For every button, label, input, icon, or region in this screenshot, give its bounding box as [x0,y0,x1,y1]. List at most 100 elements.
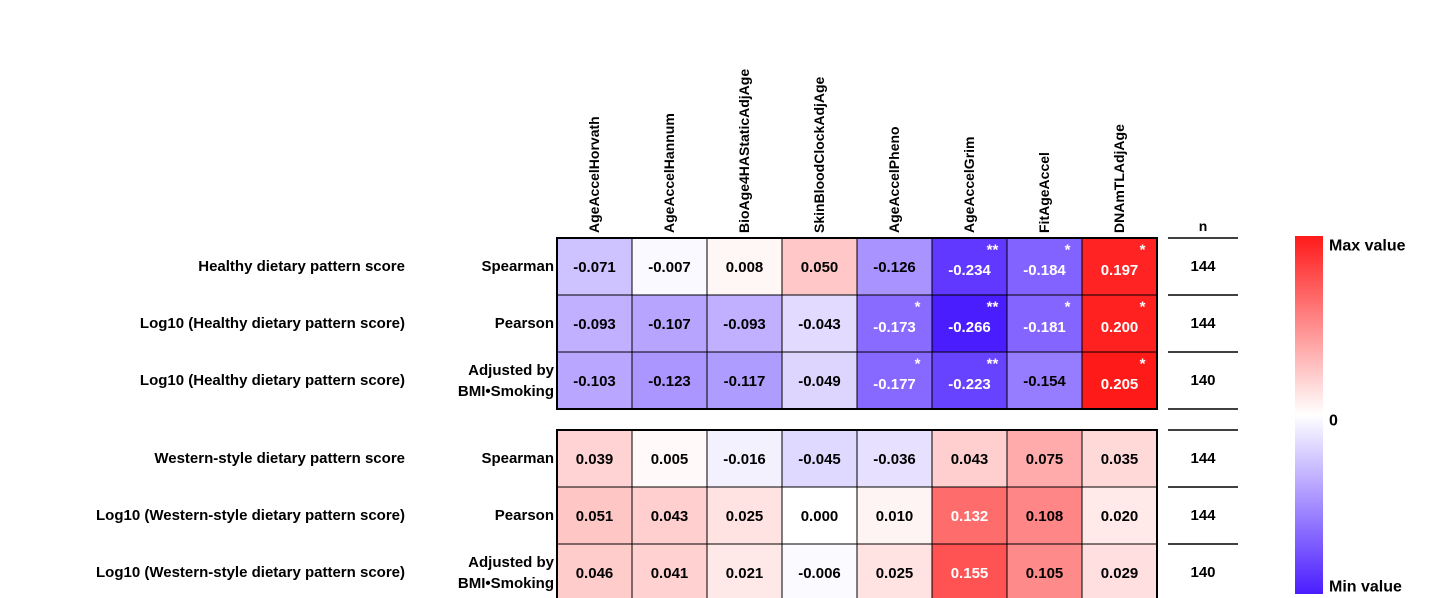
cell-value: 0.205 [1101,376,1139,393]
heatmap-cell [856,429,933,488]
cell-value: 0.105 [1026,565,1064,582]
cell-value: -0.049 [798,373,841,390]
heatmap-cell [781,294,858,353]
column-label: AgeAccelPheno [886,126,902,233]
n-value: 144 [1190,315,1216,332]
row-label: Log10 (Healthy dietary pattern score) [140,372,405,389]
cell-value: 0.010 [876,508,914,525]
cell-value: 0.050 [801,259,839,276]
n-value: 140 [1190,564,1215,581]
cell-value: -0.181 [1023,319,1066,336]
heatmap-cell [781,543,858,598]
heatmap-cell [631,237,708,296]
cell-value: 0.051 [576,508,614,525]
cell-value: 0.046 [576,565,614,582]
heatmap-cell [1081,543,1158,598]
column-label: AgeAccelGrim [961,137,977,233]
heatmap-cell [631,294,708,353]
group-border [556,237,1158,410]
row-label: Western-style dietary pattern score [154,450,405,467]
significance-stars: ** [987,356,999,373]
heatmap-cell [706,486,783,545]
cell-value: -0.071 [573,259,616,276]
heatmap-cell [556,237,633,296]
cell-value: 0.008 [726,259,764,276]
heatmap-cell [631,486,708,545]
heatmap-cell [631,543,708,598]
cell-value: 0.039 [576,451,614,468]
heatmap-cell [1006,351,1083,410]
significance-stars: * [1065,242,1071,259]
significance-stars: * [915,356,921,373]
row-label: Healthy dietary pattern score [198,258,405,275]
method-label: BMI•Smoking [458,383,554,400]
significance-stars: * [915,299,921,316]
row-label: Log10 (Healthy dietary pattern score) [140,315,405,332]
heatmap-cell [781,486,858,545]
cell-value: -0.016 [723,451,766,468]
column-label: SkinBloodClockAdjAge [811,76,827,233]
heatmap-cell [631,351,708,410]
legend-mid-label: 0 [1329,413,1338,430]
n-header: n [1199,218,1208,234]
cell-value: -0.093 [573,316,616,333]
cell-value: 0.108 [1026,508,1064,525]
column-label: AgeAccelHannum [661,113,677,233]
cell-value: -0.045 [798,451,841,468]
method-label: Pearson [495,315,554,332]
cell-value: -0.234 [948,262,991,279]
heatmap-cell [856,486,933,545]
cell-value: -0.006 [798,565,841,582]
n-value: 144 [1190,450,1216,467]
heatmap-cell [781,429,858,488]
cell-value: -0.123 [648,373,691,390]
significance-stars: * [1065,299,1071,316]
heatmap-cell [781,237,858,296]
cell-value: -0.043 [798,316,841,333]
cell-value: -0.117 [724,373,766,390]
method-label: Adjusted by [468,362,554,379]
cell-value: 0.197 [1101,262,1139,279]
heatmap-cell [931,543,1008,598]
significance-stars: ** [987,242,999,259]
method-label: Adjusted by [468,554,554,571]
method-label: Spearman [481,450,554,467]
heatmap-cell [856,543,933,598]
cell-value: -0.107 [648,316,691,333]
cell-value: 0.005 [651,451,689,468]
heatmap-cell [931,294,1008,353]
column-label: DNAmTLAdjAge [1111,124,1127,233]
heatmap-cell [706,429,783,488]
cell-value: 0.025 [726,508,764,525]
significance-stars: * [1140,356,1146,373]
heatmap-cell [1081,237,1158,296]
heatmap-cell [856,351,933,410]
heatmap-cell [631,429,708,488]
cell-value: 0.035 [1101,451,1139,468]
group-border [556,429,1158,598]
cell-value: 0.000 [801,508,839,525]
cell-value: -0.093 [723,316,766,333]
cell-value: -0.103 [573,373,616,390]
cell-value: -0.126 [873,259,916,276]
column-label: FitAgeAccel [1036,152,1052,233]
method-label: BMI•Smoking [458,575,554,592]
cell-value: 0.043 [651,508,689,525]
heatmap-cell [931,429,1008,488]
cell-value: -0.266 [948,319,991,336]
heatmap-cell [931,351,1008,410]
cell-value: -0.036 [873,451,916,468]
cell-value: 0.025 [876,565,914,582]
cell-value: 0.155 [951,565,989,582]
legend-min-label: Min value [1329,579,1402,596]
heatmap-cell [931,237,1008,296]
cell-value: -0.154 [1023,373,1066,390]
cell-value: -0.177 [873,376,916,393]
row-label: Log10 (Western-style dietary pattern sco… [96,564,405,581]
cell-value: 0.200 [1101,319,1139,336]
column-label: AgeAccelHorvath [586,116,602,233]
heatmap-cell [781,351,858,410]
significance-stars: * [1140,242,1146,259]
significance-stars: ** [987,299,999,316]
